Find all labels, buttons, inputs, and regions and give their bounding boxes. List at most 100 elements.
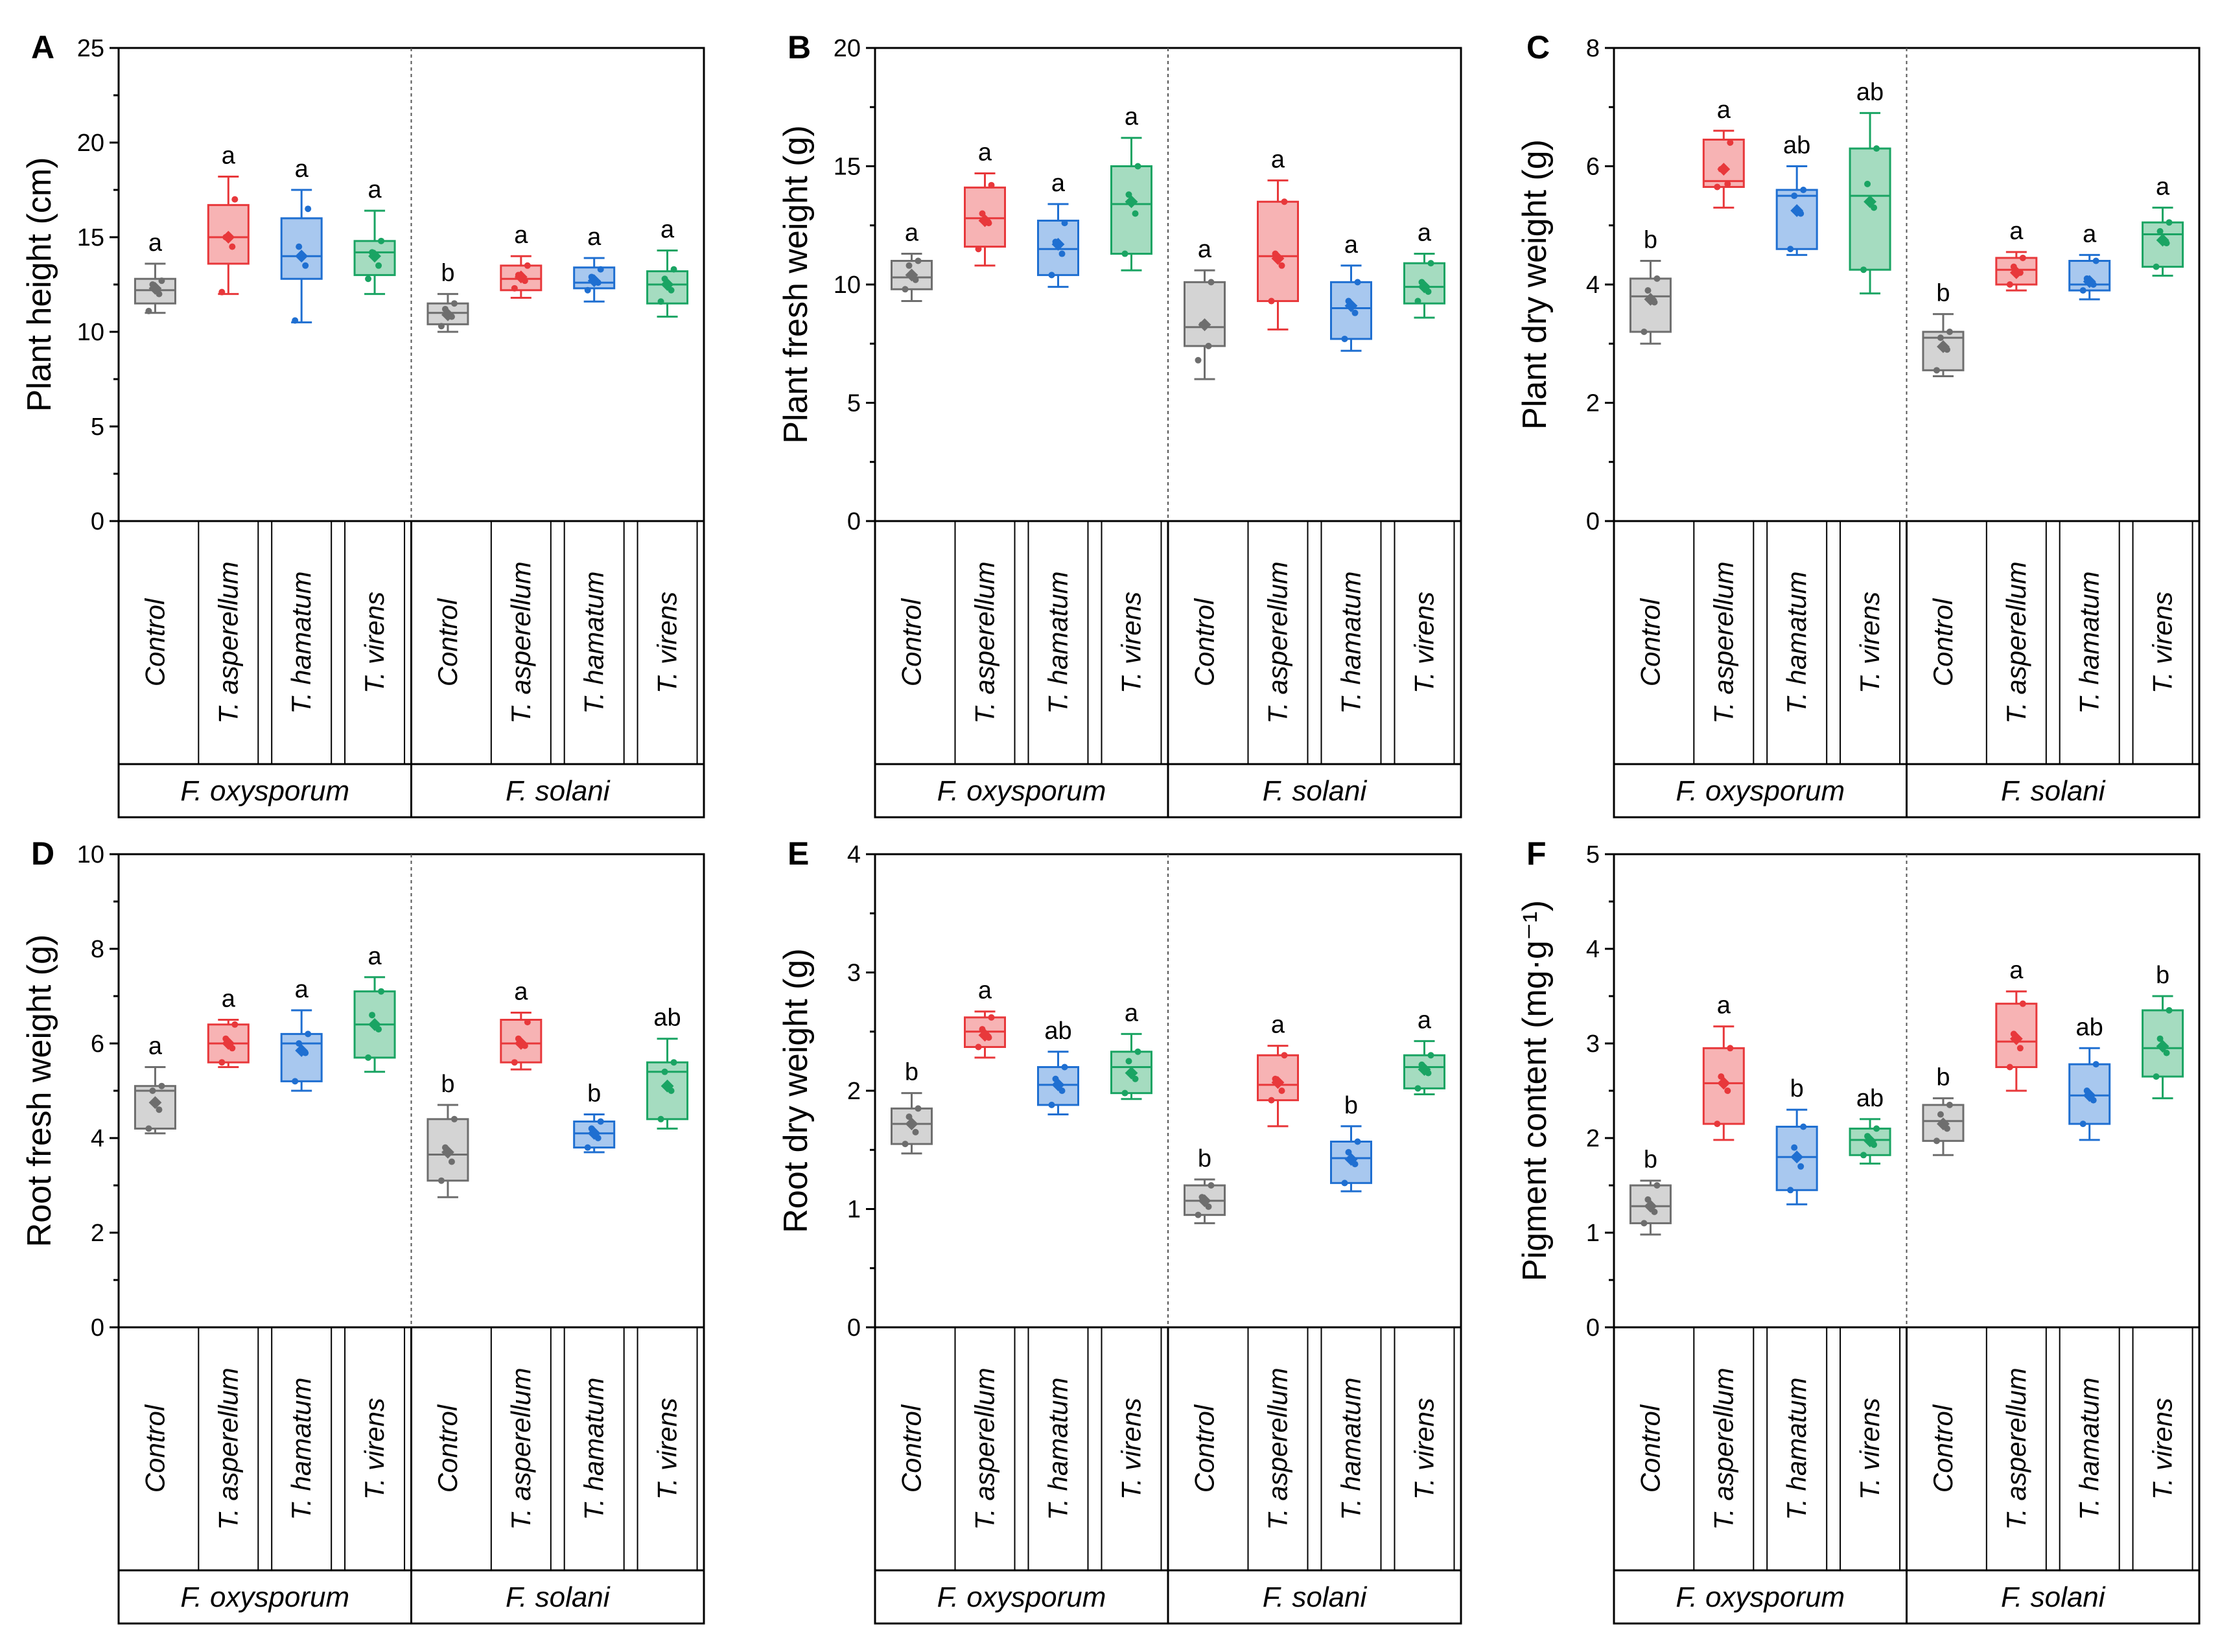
data-point xyxy=(1937,334,1944,342)
box-iqr xyxy=(1184,281,1226,347)
data-point xyxy=(1268,297,1275,305)
data-point xyxy=(218,1059,226,1066)
significance-letter: a xyxy=(978,139,992,166)
box-f-oxysporum-t-hamatum: a xyxy=(280,156,323,324)
mean-marker xyxy=(2083,275,2096,288)
data-point xyxy=(1341,335,1348,342)
data-point xyxy=(156,1106,163,1113)
treatment-label-t-virens: T. virens xyxy=(1409,1398,1440,1500)
data-point xyxy=(1724,1088,1731,1094)
box-f-oxysporum-t-virens: a xyxy=(1110,999,1152,1100)
data-point xyxy=(979,210,986,217)
y-tick-label: 5 xyxy=(91,413,104,441)
data-point xyxy=(2016,1045,2024,1052)
data-point xyxy=(438,323,445,330)
data-point xyxy=(1787,1187,1794,1194)
data-point xyxy=(2079,287,2086,294)
box-f-oxysporum-t-virens: ab xyxy=(1849,1085,1891,1165)
box-f-oxysporum-t-virens: ab xyxy=(1849,78,1891,295)
significance-letter: a xyxy=(1271,1012,1285,1039)
box-f-oxysporum-t-hamatum: a xyxy=(280,976,323,1092)
data-point xyxy=(1800,1123,1807,1130)
treatment-label-t-virens: T. virens xyxy=(1854,1398,1885,1500)
box-f-solani-control: b xyxy=(1922,280,1965,377)
data-point xyxy=(378,988,385,995)
significance-letter: a xyxy=(2009,957,2024,984)
y-axis-label: Pigment content (mg·g⁻¹) xyxy=(1516,900,1554,1281)
mean-marker xyxy=(905,268,918,282)
significance-letter: ab xyxy=(1856,1085,1884,1112)
treatment-label-t-asperellum: T. asperellum xyxy=(506,561,536,724)
treatment-cell xyxy=(2132,1327,2193,1571)
y-tick-label: 2 xyxy=(1586,390,1600,417)
data-point xyxy=(1946,329,1953,335)
significance-letter: a xyxy=(148,229,163,257)
pathogen-label-f-oxysporum: F. oxysporum xyxy=(1676,1581,1845,1613)
treatment-cell xyxy=(1985,520,2047,765)
significance-letter: a xyxy=(2009,218,2024,245)
data-point xyxy=(450,1115,458,1123)
y-tick-label: 1 xyxy=(1586,1220,1600,1247)
y-tick-label: 4 xyxy=(847,841,861,868)
data-point xyxy=(524,1019,531,1026)
data-point xyxy=(657,298,664,305)
pathogen-label-f-oxysporum: F. oxysporum xyxy=(937,1581,1106,1613)
treatment-cell xyxy=(1247,520,1309,765)
treatment-label-control: Control xyxy=(1635,1404,1665,1493)
box-iqr xyxy=(353,240,396,276)
treatment-label-t-hamatum: T. hamatum xyxy=(286,1377,316,1520)
mean-marker xyxy=(1198,318,1211,331)
y-tick-label: 3 xyxy=(1586,1030,1600,1058)
box-f-solani-t-hamatum: b xyxy=(1330,1092,1372,1192)
treatment-cell xyxy=(1766,1327,1828,1571)
treatment-cell xyxy=(198,1327,259,1571)
y-axis-label: Root dry weight (g) xyxy=(777,948,815,1233)
y-tick-label: 4 xyxy=(1586,936,1600,963)
data-point xyxy=(915,257,922,264)
data-point xyxy=(597,266,604,273)
treatment-cell xyxy=(1101,520,1162,765)
treatment-label-t-virens: T. virens xyxy=(1854,592,1885,693)
data-point xyxy=(661,1068,668,1075)
mean-marker xyxy=(148,1096,162,1110)
treatment-cell xyxy=(490,520,552,765)
significance-letter: a xyxy=(2083,220,2097,248)
y-axis-label: Plant fresh weight (g) xyxy=(777,125,815,443)
significance-letter: a xyxy=(1418,1006,1432,1034)
data-point xyxy=(915,1105,922,1112)
treatment-cell xyxy=(2132,520,2193,765)
data-point xyxy=(1653,1182,1661,1189)
data-point xyxy=(1125,191,1132,198)
box-iqr xyxy=(1775,189,1818,250)
data-point xyxy=(1800,187,1807,193)
data-point xyxy=(296,1040,303,1047)
treatment-label-t-virens: T. virens xyxy=(652,1398,683,1500)
mean-marker xyxy=(978,1029,992,1042)
pathogen-label-f-solani: F. solani xyxy=(506,1581,611,1613)
box-iqr xyxy=(1849,147,1891,271)
data-point xyxy=(988,1014,995,1021)
data-point xyxy=(912,1128,919,1135)
pathogen-label-f-solani: F. solani xyxy=(2001,775,2106,807)
significance-letter: a xyxy=(1344,231,1359,259)
panel-f: 0 1 2 3 4 5 Pigment content (mg·g⁻¹) F F. oxyspo… xyxy=(1516,835,2201,1625)
box-f-oxysporum-control: a xyxy=(134,1033,176,1135)
significance-letter: ab xyxy=(1856,78,1884,106)
data-point xyxy=(1946,1101,1953,1108)
data-point xyxy=(1195,356,1202,364)
data-point xyxy=(1714,183,1721,191)
box-f-solani-t-hamatum: a xyxy=(1330,231,1372,352)
box-iqr xyxy=(1629,277,1672,333)
significance-letter: a xyxy=(514,979,528,1006)
treatment-label-t-asperellum: T. asperellum xyxy=(970,561,1000,724)
panel-letter: B xyxy=(788,29,811,65)
treatment-label-t-virens: T. virens xyxy=(359,1398,390,1500)
treatment-cell xyxy=(1394,520,1455,765)
data-point xyxy=(2019,1000,2026,1007)
mean-marker xyxy=(514,1037,528,1050)
box-f-solani-t-virens: b xyxy=(2142,962,2184,1100)
significance-letter: ab xyxy=(653,1005,681,1032)
data-point xyxy=(448,1158,455,1165)
data-point xyxy=(511,285,518,292)
box-iqr xyxy=(1629,1184,1672,1224)
